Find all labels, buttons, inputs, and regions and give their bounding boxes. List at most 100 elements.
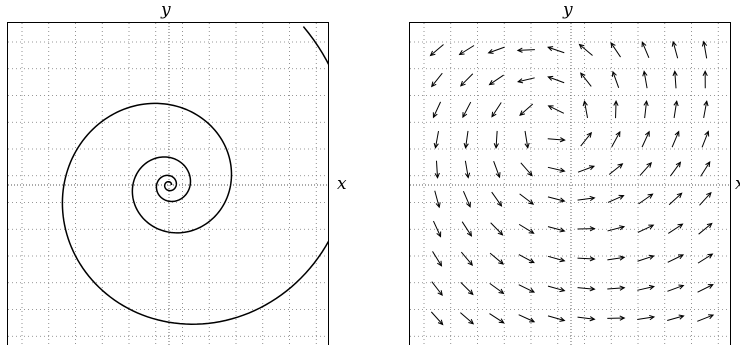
- arrow-shaft: [639, 162, 652, 176]
- arrow-head: [487, 48, 494, 54]
- field-arrow: [463, 130, 469, 149]
- field-arrow: [607, 255, 626, 261]
- arrow-shaft: [610, 42, 621, 58]
- arrow-head: [559, 197, 566, 203]
- field-arrow: [672, 70, 678, 89]
- arrow-head: [672, 70, 678, 77]
- field-arrow: [668, 223, 684, 234]
- field-arrow: [641, 41, 650, 59]
- arrow-shaft: [697, 314, 714, 322]
- field-arrow: [667, 314, 685, 321]
- arrow-head: [644, 130, 650, 137]
- arrow-head: [435, 202, 441, 209]
- arrow-shaft: [489, 313, 504, 324]
- arrow-shaft: [577, 287, 595, 290]
- arrow-head: [498, 259, 505, 265]
- phase-portrait-plot: [8, 23, 328, 345]
- arrow-shaft: [669, 162, 681, 177]
- arrow-shaft: [461, 221, 472, 237]
- axes: [410, 23, 730, 345]
- arrow-head: [582, 100, 588, 107]
- field-arrow: [643, 100, 649, 119]
- phase-portrait-panel: [7, 22, 329, 345]
- field-arrow: [434, 190, 441, 209]
- arrow-head: [467, 289, 474, 296]
- arrow-shaft: [520, 162, 533, 176]
- field-arrow: [577, 195, 596, 202]
- arrow-head: [673, 100, 679, 107]
- field-arrow: [697, 253, 714, 264]
- field-arrow: [432, 101, 442, 119]
- arrow-shaft: [673, 101, 678, 119]
- arrow-head: [646, 161, 653, 168]
- field-arrow: [607, 225, 626, 232]
- arrow-head: [678, 284, 685, 290]
- arrow-head: [463, 142, 469, 149]
- field-arrow: [607, 194, 625, 203]
- field-arrow: [518, 223, 535, 234]
- arrow-shaft: [518, 223, 534, 234]
- arrow-head: [559, 316, 566, 322]
- arrow-shaft: [547, 226, 565, 232]
- field-arrow: [517, 77, 535, 84]
- arrow-head: [434, 172, 440, 179]
- arrow-head: [610, 41, 616, 48]
- arrow-head: [647, 193, 654, 199]
- arrow-head: [528, 199, 535, 205]
- field-arrow: [667, 284, 685, 292]
- field-arrow: [462, 101, 472, 119]
- field-arrow: [547, 226, 566, 233]
- arrow-head: [674, 130, 680, 137]
- arrow-head: [589, 316, 596, 322]
- arrow-head: [648, 224, 655, 230]
- field-arrow: [491, 191, 503, 207]
- arrow-shaft: [641, 41, 650, 59]
- arrow-head: [580, 72, 586, 79]
- arrow-shaft: [608, 163, 623, 175]
- field-arrow: [490, 222, 504, 236]
- field-arrow: [493, 161, 501, 179]
- arrow-head: [559, 227, 566, 233]
- field-arrow: [697, 284, 714, 293]
- arrow-shaft: [697, 253, 713, 264]
- arrow-shaft: [547, 285, 565, 292]
- field-arrow: [580, 72, 592, 87]
- field-arrow: [431, 281, 443, 297]
- vector-arrows: [429, 40, 715, 326]
- arrow-head: [589, 286, 596, 292]
- field-arrow: [459, 73, 474, 87]
- arrow-head: [468, 318, 475, 325]
- right-y-axis-label: y: [563, 0, 573, 20]
- field-arrow: [489, 313, 505, 324]
- arrow-head: [498, 288, 505, 295]
- arrow-shaft: [637, 255, 654, 262]
- field-arrow: [698, 222, 713, 235]
- arrow-shaft: [434, 130, 440, 148]
- arrow-shaft: [547, 196, 565, 202]
- arrow-shaft: [607, 256, 625, 261]
- arrow-shaft: [671, 131, 680, 148]
- field-arrow: [608, 163, 624, 175]
- arrow-head: [611, 70, 617, 77]
- arrow-head: [588, 165, 596, 171]
- arrow-shaft: [577, 165, 595, 173]
- field-arrow: [610, 41, 621, 58]
- arrow-shaft: [462, 190, 471, 208]
- field-arrow: [547, 105, 565, 114]
- arrow-shaft: [607, 226, 625, 232]
- arrow-head: [497, 229, 504, 236]
- field-arrow: [671, 40, 679, 59]
- arrow-shaft: [667, 284, 684, 292]
- arrow-head: [648, 254, 655, 260]
- arrow-shaft: [518, 254, 535, 264]
- field-arrow: [667, 254, 685, 263]
- field-arrow: [668, 192, 683, 206]
- arrow-head: [589, 256, 596, 262]
- arrow-head: [488, 79, 495, 86]
- arrow-head: [458, 50, 465, 56]
- field-arrow: [673, 100, 679, 119]
- field-arrow: [641, 130, 650, 148]
- left-x-axis-label: x: [337, 174, 347, 194]
- field-arrow: [461, 221, 473, 237]
- arrow-shaft: [668, 192, 683, 206]
